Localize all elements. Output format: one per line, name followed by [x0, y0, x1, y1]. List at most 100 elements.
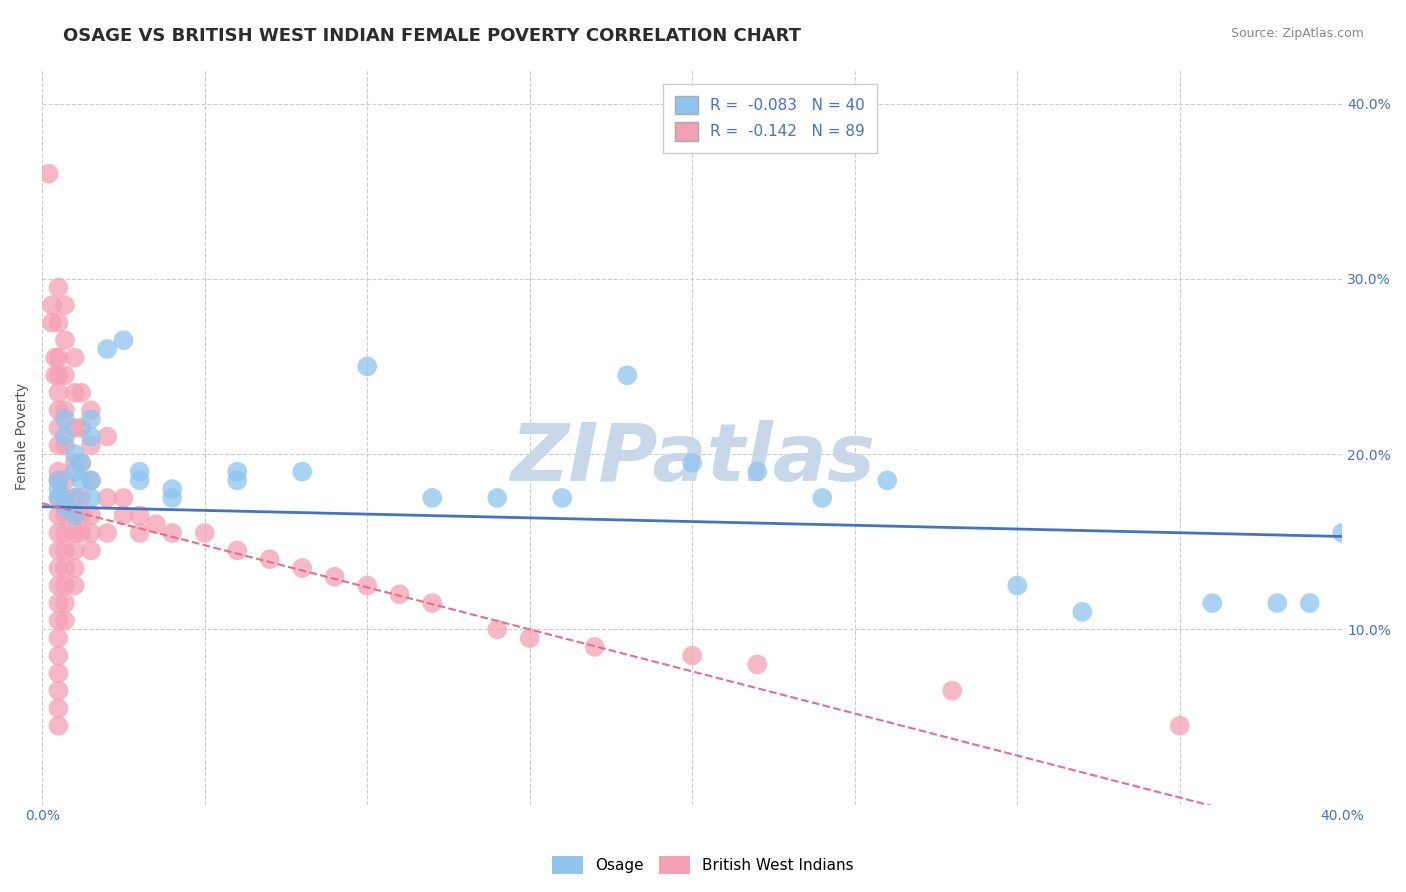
- Point: [48, 525, 70, 540]
- Point: [112, 508, 135, 523]
- Point: [48, 465, 70, 479]
- Point: [160, 482, 183, 496]
- Point: [356, 359, 378, 374]
- Point: [38, 167, 60, 181]
- Point: [48, 385, 70, 400]
- Point: [486, 491, 509, 505]
- Point: [53, 403, 76, 417]
- Point: [420, 491, 443, 505]
- Point: [70, 525, 93, 540]
- Text: OSAGE VS BRITISH WEST INDIAN FEMALE POVERTY CORRELATION CHART: OSAGE VS BRITISH WEST INDIAN FEMALE POVE…: [63, 27, 801, 45]
- Point: [128, 508, 150, 523]
- Point: [48, 719, 70, 733]
- Point: [259, 552, 281, 566]
- Point: [63, 447, 86, 461]
- Point: [63, 561, 86, 575]
- Point: [53, 429, 76, 443]
- Point: [48, 543, 70, 558]
- Point: [356, 578, 378, 592]
- Point: [48, 648, 70, 663]
- Point: [194, 525, 217, 540]
- Point: [53, 412, 76, 426]
- Point: [1299, 596, 1322, 610]
- Point: [145, 517, 167, 532]
- Point: [70, 385, 93, 400]
- Point: [44, 351, 66, 365]
- Point: [48, 438, 70, 452]
- Point: [1331, 525, 1354, 540]
- Point: [53, 543, 76, 558]
- Point: [48, 368, 70, 383]
- Point: [48, 561, 70, 575]
- Point: [80, 543, 103, 558]
- Point: [53, 474, 76, 488]
- Point: [291, 465, 314, 479]
- Point: [681, 648, 703, 663]
- Point: [1007, 578, 1029, 592]
- Point: [80, 438, 103, 452]
- Point: [63, 351, 86, 365]
- Point: [63, 385, 86, 400]
- Point: [388, 587, 411, 601]
- Point: [1265, 596, 1288, 610]
- Point: [53, 525, 76, 540]
- Point: [70, 421, 93, 435]
- Point: [876, 474, 898, 488]
- Point: [96, 491, 118, 505]
- Point: [70, 474, 93, 488]
- Point: [63, 421, 86, 435]
- Point: [160, 491, 183, 505]
- Point: [53, 508, 76, 523]
- Point: [681, 456, 703, 470]
- Point: [128, 474, 150, 488]
- Point: [1071, 605, 1094, 619]
- Point: [80, 491, 103, 505]
- Point: [96, 429, 118, 443]
- Y-axis label: Female Poverty: Female Poverty: [15, 383, 30, 491]
- Text: Source: ZipAtlas.com: Source: ZipAtlas.com: [1230, 27, 1364, 40]
- Point: [63, 456, 86, 470]
- Point: [747, 657, 769, 672]
- Point: [63, 491, 86, 505]
- Point: [53, 578, 76, 592]
- Point: [53, 500, 76, 514]
- Legend: Osage, British West Indians: Osage, British West Indians: [547, 850, 859, 880]
- Point: [160, 525, 183, 540]
- Point: [80, 525, 103, 540]
- Point: [551, 491, 574, 505]
- Point: [53, 298, 76, 312]
- Point: [48, 474, 70, 488]
- Point: [48, 508, 70, 523]
- Point: [1201, 596, 1223, 610]
- Point: [63, 508, 86, 523]
- Point: [48, 491, 70, 505]
- Point: [41, 316, 63, 330]
- Point: [48, 666, 70, 681]
- Point: [48, 482, 70, 496]
- Point: [80, 429, 103, 443]
- Point: [48, 491, 70, 505]
- Point: [53, 491, 76, 505]
- Point: [70, 508, 93, 523]
- Point: [80, 403, 103, 417]
- Point: [48, 421, 70, 435]
- Point: [291, 561, 314, 575]
- Point: [63, 465, 86, 479]
- Point: [48, 316, 70, 330]
- Point: [48, 701, 70, 715]
- Point: [80, 474, 103, 488]
- Point: [48, 614, 70, 628]
- Point: [112, 491, 135, 505]
- Point: [128, 525, 150, 540]
- Point: [48, 403, 70, 417]
- Point: [63, 525, 86, 540]
- Point: [226, 474, 249, 488]
- Point: [747, 465, 769, 479]
- Point: [80, 508, 103, 523]
- Point: [80, 412, 103, 426]
- Point: [48, 474, 70, 488]
- Point: [70, 456, 93, 470]
- Point: [486, 623, 509, 637]
- Point: [63, 578, 86, 592]
- Point: [48, 683, 70, 698]
